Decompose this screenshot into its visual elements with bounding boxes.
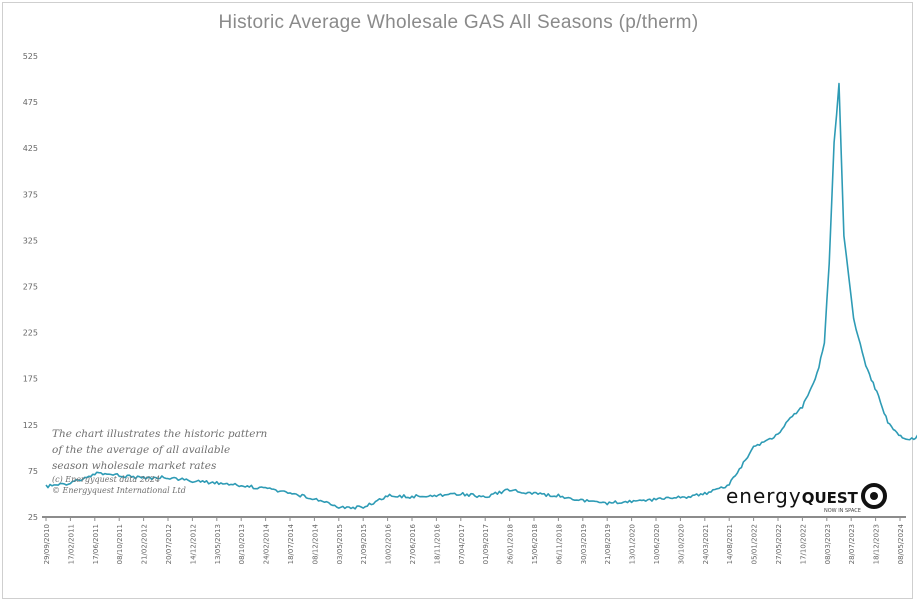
x-tick-label: 28/07/2023 [848,524,856,564]
y-tick-label: 125 [23,421,38,430]
y-tick-label: 25 [28,513,38,522]
x-tick-label: 21/08/2019 [604,524,612,564]
series-line [45,82,917,510]
x-tick-label: 17/02/2011 [67,524,75,564]
y-tick-label: 375 [23,190,38,199]
x-tick-label: 18/11/2016 [433,523,441,564]
y-tick-label: 525 [23,52,38,61]
x-tick-label: 03/05/2015 [336,524,344,564]
annotation-small: (c) Energyquest data 2024 [52,475,161,484]
chart-title: Historic Average Wholesale GAS All Seaso… [218,12,699,33]
x-tick-label: 06/11/2018 [555,524,563,564]
annotation-small: © Energyquest International Ltd [52,486,186,495]
y-tick-label: 75 [28,467,38,476]
x-tick-label: 30/03/2019 [580,524,588,564]
x-tick-label: 10/02/2016 [385,523,393,564]
annotation-line: season wholesale market rates [52,460,217,472]
x-tick-label: 17/06/2011 [92,524,100,564]
x-tick-label: 29/09/2010 [43,524,51,564]
x-tick-label: 07/04/2017 [458,524,466,564]
x-tick-label: 13/05/2013 [214,524,222,564]
x-tick-label: 14/08/2021 [726,524,734,564]
x-tick-label: 14/12/2012 [189,524,197,564]
energyquest-logo: energyQUEST NOW IN SPACE [726,483,896,514]
x-tick-label: 27/05/2022 [775,524,783,564]
y-tick-label: 275 [23,283,38,292]
annotation-line: of the the average of all available [52,444,231,456]
x-tick-label: 08/10/2011 [116,524,124,564]
x-tick-label: 08/10/2013 [238,524,246,564]
logo-tagline: NOW IN SPACE [824,508,861,514]
x-tick-label: 21/02/2012 [141,524,149,564]
x-axis: 29/09/2010 17/02/2011 17/06/2011 08/10/2011… [42,516,906,564]
x-tick-label: 08/05/2024 [897,523,905,564]
x-tick-label: 30/10/2020 [677,524,685,564]
logo-brand-bold: QUEST [801,489,858,507]
logo-swirl-icon [861,483,887,509]
x-tick-label: 17/10/2022 [799,524,807,564]
y-tick-label: 175 [23,375,38,384]
x-tick-label: 05/01/2022 [751,524,759,564]
x-tick-label: 01/09/2017 [482,524,490,564]
x-tick-label: 24/02/2014 [263,523,271,564]
chart-annotation: The chart illustrates the historic patte… [52,426,267,496]
y-tick-label: 425 [23,144,38,153]
x-tick-label: 20/07/2012 [165,524,173,564]
x-tick-label: 10/06/2020 [653,524,661,564]
y-tick-label: 225 [23,329,38,338]
x-tick-label: 18/07/2014 [287,523,295,564]
logo-brand: energy [726,484,802,508]
y-tick-label: 475 [23,98,38,107]
x-tick-label: 21/09/2015 [360,524,368,564]
x-tick-label: 08/03/2023 [824,524,832,564]
x-tick-label: 26/01/2018 [507,524,515,564]
x-tick-label: 08/12/2014 [311,523,319,564]
annotation-line: The chart illustrates the historic patte… [52,428,268,440]
x-tick-label: 18/12/2023 [873,524,881,564]
y-axis: 25 75 125 175 225 275 325 375 425 475 525 [23,52,38,522]
x-tick-label: 13/01/2020 [629,524,637,564]
x-tick-label: 15/06/2018 [531,524,539,564]
x-tick-label: 24/03/2021 [702,524,710,564]
y-tick-label: 325 [23,236,38,245]
x-tick-label: 27/06/2016 [409,523,417,564]
series-group [45,82,917,510]
